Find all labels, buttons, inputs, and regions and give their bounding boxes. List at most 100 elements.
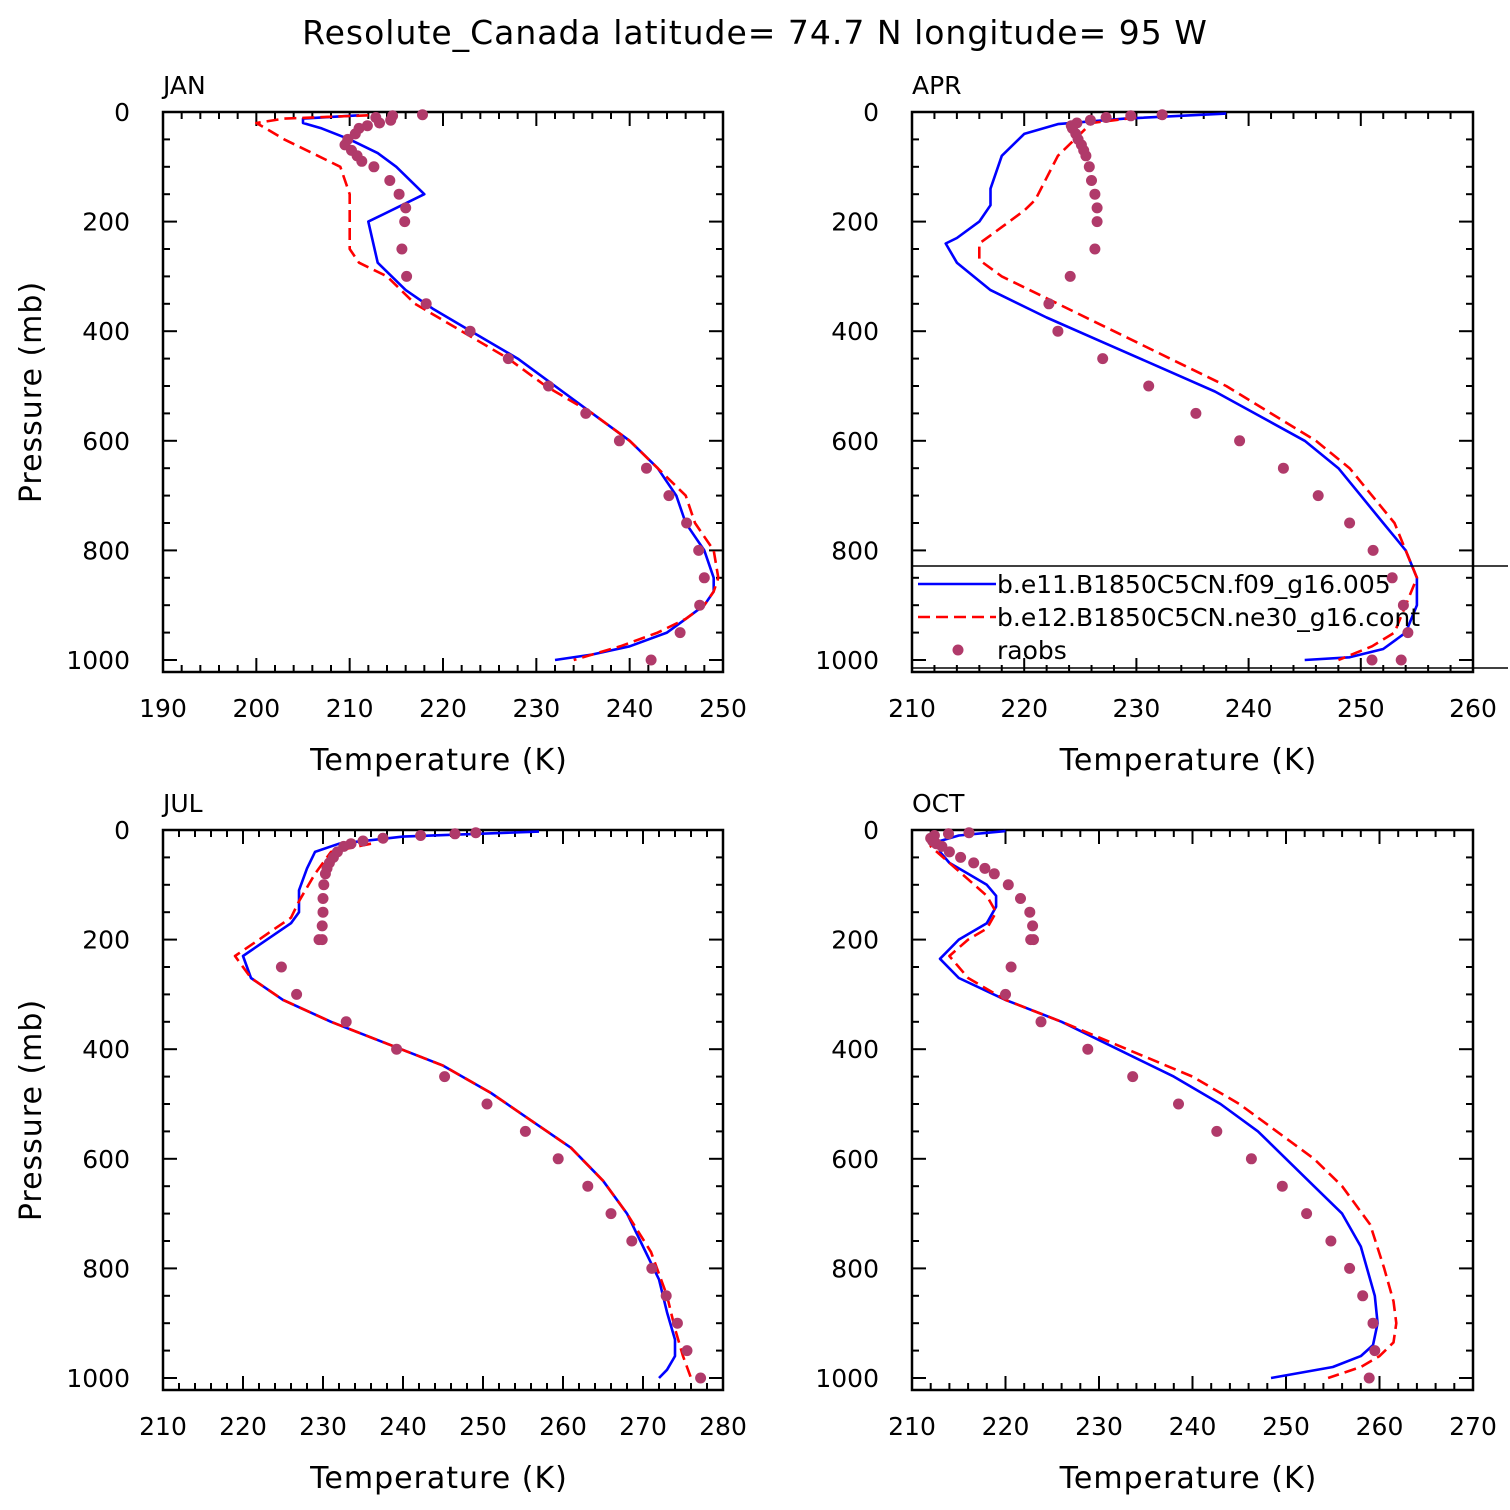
raobs-point [384,175,396,186]
series-line-ne30 [254,114,720,662]
raobs-point [943,828,954,840]
raobs-point [543,380,554,392]
raobs-point [1025,934,1037,946]
raobs-point [340,1016,352,1028]
x-tick-label: 240 [379,1412,427,1441]
y-tick-label: 600 [82,1145,130,1174]
raobs-point [1367,1317,1379,1329]
raobs-point [626,1235,638,1247]
raobs-point [698,572,710,584]
raobs-point [470,827,482,839]
plot-frame [910,828,1475,1392]
plot-frame [910,110,1475,674]
raobs-point [681,517,693,529]
raobs-point [415,830,427,841]
raobs-point [377,832,389,844]
series-line-f09 [938,829,1379,1380]
y-tick-label: 600 [82,427,130,456]
raobs-point [663,490,675,502]
raobs-point [313,934,325,946]
x-tick-label: 260 [1356,1412,1404,1441]
panel-apr: APR 210 220 230 240 250 260 0 200 400 600 800 1000 Te… [815,71,1496,778]
raobs-point [1397,599,1409,611]
raobs-point [1357,1290,1369,1302]
raobs-point [401,270,413,282]
raobs-point [1091,216,1103,228]
raobs-point [374,117,385,129]
y-tick-label: 800 [82,536,130,565]
y-tick-label: 600 [831,427,879,456]
y-axis-title: Pressure (mb) [14,281,49,503]
x-tick-label: 240 [1225,694,1273,723]
panel-label: OCT [912,789,965,818]
raobs-point [988,868,1000,880]
x-axis-title: Temperature (K) [309,743,568,778]
legend-label: b.e12.B1850C5CN.ne30_g16.cont [997,603,1420,632]
raobs-point [613,435,625,447]
raobs-point [357,835,369,847]
x-tick-label: 190 [139,694,187,723]
raobs-point [1143,380,1155,392]
raobs-point [580,407,592,419]
raobs-point [1027,920,1039,932]
raobs-point [641,462,652,474]
x-tick-label: 230 [299,1412,347,1441]
figure-title: Resolute_Canada latitude= 74.7 N longitu… [302,13,1208,52]
y-tick-label: 400 [831,317,879,346]
raobs-point [1091,202,1103,214]
raobs-point [316,920,328,932]
raobs-point [318,879,330,891]
raobs-point [1005,961,1017,973]
raobs-point [481,1098,493,1110]
raobs-point [1035,1016,1047,1028]
raobs-point [552,1153,564,1165]
raobs-point [695,1372,707,1384]
raobs-point [1363,1372,1375,1384]
raobs-point [1089,243,1101,255]
x-tick-label: 270 [619,1412,667,1441]
panel-oct: OCT 210 220 230 240 250 260 270 0 200 400 600 800 100… [815,789,1496,1496]
panel-label: APR [912,71,962,100]
y-tick-label: 200 [82,926,130,955]
raobs-point [1080,150,1092,162]
raobs-point [955,851,967,863]
y-tick-label: 400 [82,317,130,346]
series-line-f09 [944,112,1419,662]
raobs-point [502,353,514,365]
x-tick-label: 250 [1262,1412,1310,1441]
x-tick-label: 270 [1449,1412,1497,1441]
raobs-point [1402,627,1414,639]
raobs-point [1015,893,1026,904]
y-tick-label: 400 [831,1035,879,1064]
raobs-point [1097,353,1109,365]
raobs-point [361,120,373,132]
panel-jul: JUL 210 220 230 240 250 260 270 280 0 200 400 600 800… [14,789,747,1496]
x-tick-label: 230 [512,694,560,723]
series-line-f09 [301,114,716,662]
raobs-point [1084,114,1096,126]
raobs-point [1301,1208,1313,1220]
raobs-point [645,654,657,666]
y-tick-label: 0 [114,98,130,127]
series-line-f09 [241,830,677,1379]
raobs-point [449,828,461,840]
raobs-point [291,988,303,1000]
x-tick-label: 260 [1449,694,1497,723]
series-line-ne30 [977,116,1419,662]
series-line-ne30 [929,835,1398,1380]
raobs-point [1127,1071,1139,1083]
legend-marker-raobs [952,644,964,656]
x-tick-label: 210 [888,694,936,723]
x-axis-title: Temperature (K) [1059,1461,1318,1496]
raobs-point [963,827,975,839]
legend-label: raobs [997,636,1067,665]
legend: b.e11.B1850C5CN.f09_g16.005 b.e12.B1850C5… [912,565,1508,669]
raobs-point [1325,1235,1337,1247]
y-tick-label: 600 [831,1145,879,1174]
y-tick-label: 0 [863,98,879,127]
raobs-point [1024,906,1036,918]
x-tick-label: 240 [1169,1412,1217,1441]
plot-frame [161,110,725,674]
x-tick-label: 240 [606,694,654,723]
